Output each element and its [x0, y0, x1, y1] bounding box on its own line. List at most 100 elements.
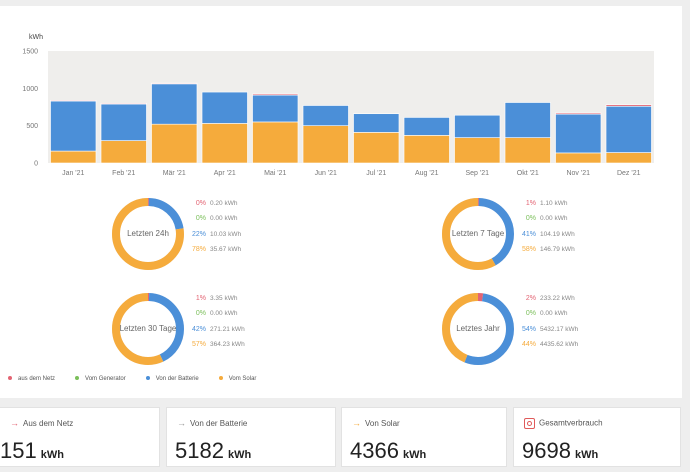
bar-solar[interactable]	[151, 123, 198, 164]
x-tick-label: Jan '21	[62, 170, 84, 177]
donut-slice-batterie[interactable]	[442, 293, 514, 365]
legend-dot-icon	[75, 376, 80, 381]
legend-item-solar[interactable]: Vom Solar	[218, 376, 257, 382]
donut-ring	[112, 293, 184, 365]
donut-label: Letzten 30 Tage	[119, 324, 177, 333]
bar-solar[interactable]	[504, 137, 551, 164]
donut-legend-row: 0% 0.00 kWh	[520, 211, 575, 226]
donut-legend-row: 0% 0.00 kWh	[190, 211, 241, 226]
donut-legend-row: 0% 0.00 kWh	[520, 306, 578, 321]
x-tick-label: Feb '21	[112, 170, 135, 177]
y-tick-label: 1500	[22, 49, 38, 56]
arrow-right-icon: →	[352, 418, 361, 428]
bar-netz[interactable]	[151, 82, 198, 85]
donut-legend-row: 42% 271.21 kWh	[190, 322, 245, 337]
bar-batterie[interactable]	[504, 102, 551, 138]
legend-item-netz[interactable]: aus dem Netz	[8, 376, 55, 382]
bar-batterie[interactable]	[605, 105, 652, 153]
chart-panel: kWh 0 500 1000 1500 Jan '21 Feb '21 Mär '21 Apr …	[0, 6, 682, 398]
bar-solar[interactable]	[605, 152, 652, 164]
bar-batterie[interactable]	[252, 94, 299, 123]
donut-percent: 0%	[195, 200, 206, 207]
bar-batterie[interactable]	[403, 117, 450, 136]
legend-item-generator[interactable]: Vom Generator	[75, 376, 126, 382]
card-value: 9698 kWh	[522, 438, 599, 463]
bar-netz[interactable]	[50, 99, 97, 102]
donut-label: Letztes Jahr	[456, 324, 500, 333]
bar-batterie[interactable]	[353, 113, 400, 133]
card-value: 4366 kWh	[350, 438, 427, 463]
bar-batterie[interactable]	[201, 91, 248, 124]
legend-label: Von der Batterie	[155, 376, 199, 382]
card-von-der-batterie: → Von der Batterie 5182 kWh	[166, 407, 336, 467]
donut-percent: 2%	[525, 295, 536, 302]
bar-netz[interactable]	[252, 93, 299, 96]
donut-slice-batterie[interactable]	[112, 293, 184, 365]
card-aus-dem-netz: → Aus dem Netz 151 kWh	[0, 407, 160, 467]
donut-legend-row: 54% 5432.17 kWh	[520, 322, 578, 337]
legend-dot-icon	[145, 376, 150, 381]
donut-percent: 42%	[191, 325, 206, 333]
bar-netz[interactable]	[605, 104, 652, 107]
legend-label: aus dem Netz	[18, 376, 56, 382]
donut-legend: 1% 3.35 kWh 0% 0.00 kWh 42% 271.21 kWh 57% 364.…	[190, 291, 245, 352]
bar-batterie[interactable]	[50, 100, 97, 152]
bar-batterie[interactable]	[454, 114, 501, 138]
monthly-bar-chart: kWh 0 500 1000 1500 Jan '21 Feb '21 Mär '21 Apr …	[22, 34, 654, 177]
bar-solar[interactable]	[555, 152, 602, 164]
bar-solar[interactable]	[302, 125, 349, 164]
donut-legend-row: 1% 3.35 kWh	[190, 291, 245, 306]
donut-value: 35.67 kWh	[210, 245, 242, 253]
legend-label: Vom Solar	[228, 376, 257, 382]
card-title: → Von der Batterie	[177, 418, 248, 428]
donut-slice-batterie[interactable]	[442, 198, 514, 270]
bar-batterie[interactable]	[302, 105, 349, 126]
bar-solar[interactable]	[252, 121, 299, 164]
donut-value: 3.35 kWh	[210, 295, 238, 302]
arrow-right-icon: →	[177, 418, 186, 428]
bar-solar[interactable]	[50, 150, 97, 164]
x-tick-label: Jul '21	[366, 170, 386, 177]
y-tick-label: 1000	[22, 86, 38, 93]
donut-slice-solar[interactable]	[442, 198, 514, 270]
chart-legend: aus dem Netz Vom Generator Von der Batteri…	[8, 376, 276, 382]
bar-netz[interactable]	[100, 102, 147, 105]
y-tick-label: 500	[26, 123, 38, 130]
donut-slice-solar[interactable]	[112, 293, 184, 365]
bar-batterie[interactable]	[100, 103, 147, 141]
card-gesamtverbrauch: Gesamtverbrauch 9698 kWh	[513, 407, 681, 467]
donut-value: 233.22 kWh	[540, 295, 575, 302]
donut-legend: 0% 0.20 kWh 0% 0.00 kWh 22% 10.03 kWh 78% 35.67…	[190, 196, 241, 257]
x-tick-label: Mär '21	[163, 170, 186, 177]
donut-value: 0.20 kWh	[210, 200, 238, 207]
donut-legend: 1% 1.10 kWh 0% 0.00 kWh 41% 104.19 kWh 58% 146.…	[520, 196, 575, 257]
donut-legend-row: 2% 233.22 kWh	[520, 291, 578, 306]
legend-item-batterie[interactable]: Von der Batterie	[145, 376, 199, 382]
donut-legend-row: 44% 4435.62 kWh	[520, 337, 578, 352]
donut-legend-row: 22% 10.03 kWh	[190, 227, 241, 242]
x-tick-label: Jun '21	[315, 170, 337, 177]
donut-label: Letzten 24h	[127, 229, 169, 238]
card-title: Gesamtverbrauch	[524, 418, 603, 429]
bar-solar[interactable]	[403, 135, 450, 164]
bar-batterie[interactable]	[555, 113, 602, 154]
card-title: → Von Solar	[352, 418, 400, 428]
donut-percent: 0%	[195, 215, 206, 223]
bar-solar[interactable]	[100, 140, 147, 164]
donut-slice-solar[interactable]	[112, 198, 184, 270]
donut-value: 10.03 kWh	[210, 230, 242, 238]
donut-slice-solar[interactable]	[442, 293, 514, 365]
bar-solar[interactable]	[353, 132, 400, 164]
legend-dot-icon	[8, 376, 12, 381]
bar-solar[interactable]	[454, 137, 501, 164]
bar-solar[interactable]	[201, 123, 248, 164]
legend-label: Vom Generator	[85, 376, 126, 382]
legend-dot-icon	[218, 376, 223, 381]
donut-percent: 41%	[521, 230, 536, 238]
donut-value: 0.00 kWh	[210, 310, 238, 318]
x-tick-label: Okt '21	[517, 170, 539, 177]
bar-netz[interactable]	[555, 112, 602, 115]
x-tick-label: Apr '21	[214, 170, 236, 177]
donut-legend: 2% 233.22 kWh 0% 0.00 kWh 54% 5432.17 kWh 44% 4…	[520, 291, 578, 352]
bar-batterie[interactable]	[151, 83, 198, 125]
